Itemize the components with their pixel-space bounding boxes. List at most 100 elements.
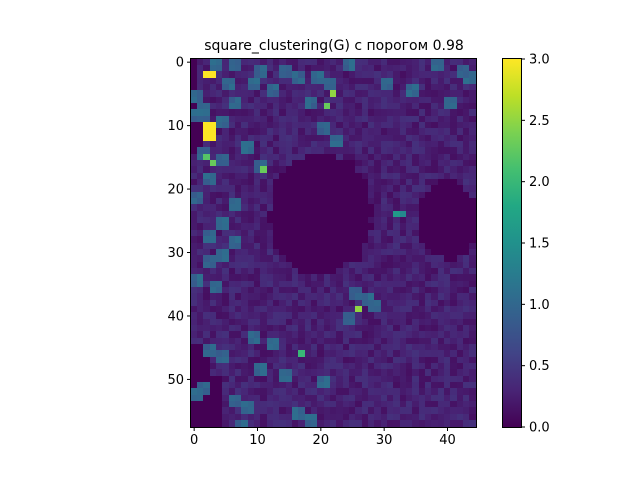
heatmap-cell — [324, 306, 331, 313]
heatmap-cell — [311, 65, 318, 72]
heatmap-cell — [311, 344, 318, 351]
heatmap-cell — [279, 287, 287, 294]
heatmap-cell — [450, 388, 458, 396]
heatmap-cell — [248, 369, 255, 377]
heatmap-cell — [362, 407, 369, 415]
heatmap-cell — [248, 166, 255, 174]
heatmap-cell — [229, 306, 236, 313]
heatmap-cell — [336, 287, 344, 294]
heatmap-cell — [362, 369, 369, 377]
heatmap-cell — [393, 116, 401, 123]
heatmap-cell — [381, 363, 388, 370]
heatmap-cell — [400, 179, 407, 186]
heatmap-cell — [438, 90, 445, 98]
heatmap-cell — [317, 325, 325, 332]
heatmap-cell — [393, 204, 401, 212]
heatmap-cell — [362, 211, 369, 218]
heatmap-cell — [355, 268, 363, 275]
heatmap-cell — [241, 369, 249, 377]
heatmap-cell — [469, 160, 477, 167]
heatmap-cell — [463, 268, 470, 275]
heatmap-cell — [450, 160, 458, 167]
heatmap-cell — [387, 204, 394, 212]
heatmap-cell — [368, 255, 375, 263]
heatmap-cell — [406, 331, 413, 339]
heatmap-cell — [355, 287, 363, 294]
heatmap-cell — [343, 287, 350, 294]
heatmap-cell — [336, 154, 344, 161]
heatmap-cell — [298, 236, 306, 244]
heatmap-cell — [229, 262, 236, 269]
heatmap-cell — [279, 407, 287, 415]
heatmap-cell — [216, 116, 223, 123]
heatmap-cell — [222, 78, 230, 85]
heatmap-cell — [362, 401, 369, 408]
heatmap-cell — [286, 407, 293, 415]
heatmap-cell — [374, 338, 382, 345]
heatmap-cell — [457, 357, 464, 364]
heatmap-cell — [450, 185, 458, 193]
heatmap-cell — [393, 236, 401, 244]
heatmap-cell — [374, 97, 382, 104]
heatmap-cell — [400, 376, 407, 383]
heatmap-cell — [210, 407, 217, 415]
heatmap-cell — [248, 388, 255, 396]
heatmap-cell — [235, 173, 242, 180]
heatmap-cell — [330, 287, 337, 294]
heatmap-cell — [254, 395, 261, 402]
heatmap-cell — [273, 211, 280, 218]
heatmap-cell — [273, 185, 280, 193]
heatmap-cell — [406, 407, 413, 415]
heatmap-cell — [292, 103, 299, 110]
heatmap-cell — [419, 414, 426, 421]
heatmap-cell — [298, 116, 306, 123]
heatmap-cell — [216, 382, 223, 389]
heatmap-cell — [254, 363, 261, 370]
heatmap-cell — [400, 173, 407, 180]
heatmap-cell — [349, 369, 356, 377]
heatmap-cell — [381, 122, 388, 129]
heatmap-cell — [400, 230, 407, 237]
heatmap-cell — [368, 103, 375, 110]
x-tick-label: 20 — [313, 433, 330, 448]
heatmap-cell — [349, 179, 356, 186]
heatmap-cell — [203, 319, 211, 326]
heatmap-cell — [419, 147, 426, 155]
heatmap-cell — [412, 65, 420, 72]
heatmap-cell — [254, 255, 261, 263]
heatmap-cell — [444, 217, 451, 224]
heatmap-cell — [330, 204, 337, 212]
heatmap-cell — [260, 109, 268, 117]
heatmap-cell — [292, 90, 299, 98]
heatmap-cell — [374, 344, 382, 351]
heatmap-cell — [368, 376, 375, 383]
heatmap-cell — [419, 274, 426, 282]
heatmap-cell — [419, 223, 426, 231]
heatmap-cell — [222, 262, 230, 269]
heatmap-cell — [374, 300, 382, 307]
heatmap-cell — [292, 287, 299, 294]
heatmap-cell — [393, 78, 401, 85]
heatmap-cell — [298, 268, 306, 275]
heatmap-cell — [222, 211, 230, 218]
heatmap-cell — [431, 84, 439, 91]
heatmap-cell — [438, 420, 445, 428]
heatmap-cell — [267, 407, 274, 415]
heatmap-cell — [368, 338, 375, 345]
heatmap-cell — [368, 211, 375, 218]
heatmap-cell — [336, 268, 344, 275]
heatmap-cell — [305, 331, 312, 339]
heatmap-cell — [222, 325, 230, 332]
heatmap-cell — [279, 198, 287, 205]
heatmap-cell — [406, 262, 413, 269]
heatmap-cell — [393, 230, 401, 237]
heatmap-cell — [324, 147, 331, 155]
heatmap-cell — [368, 84, 375, 91]
heatmap-cell — [210, 78, 217, 85]
heatmap-cell — [210, 376, 217, 383]
heatmap-cell — [412, 236, 420, 244]
heatmap-cell — [362, 281, 369, 288]
heatmap-cell — [317, 217, 325, 224]
heatmap-cell — [463, 116, 470, 123]
heatmap-cell — [419, 173, 426, 180]
